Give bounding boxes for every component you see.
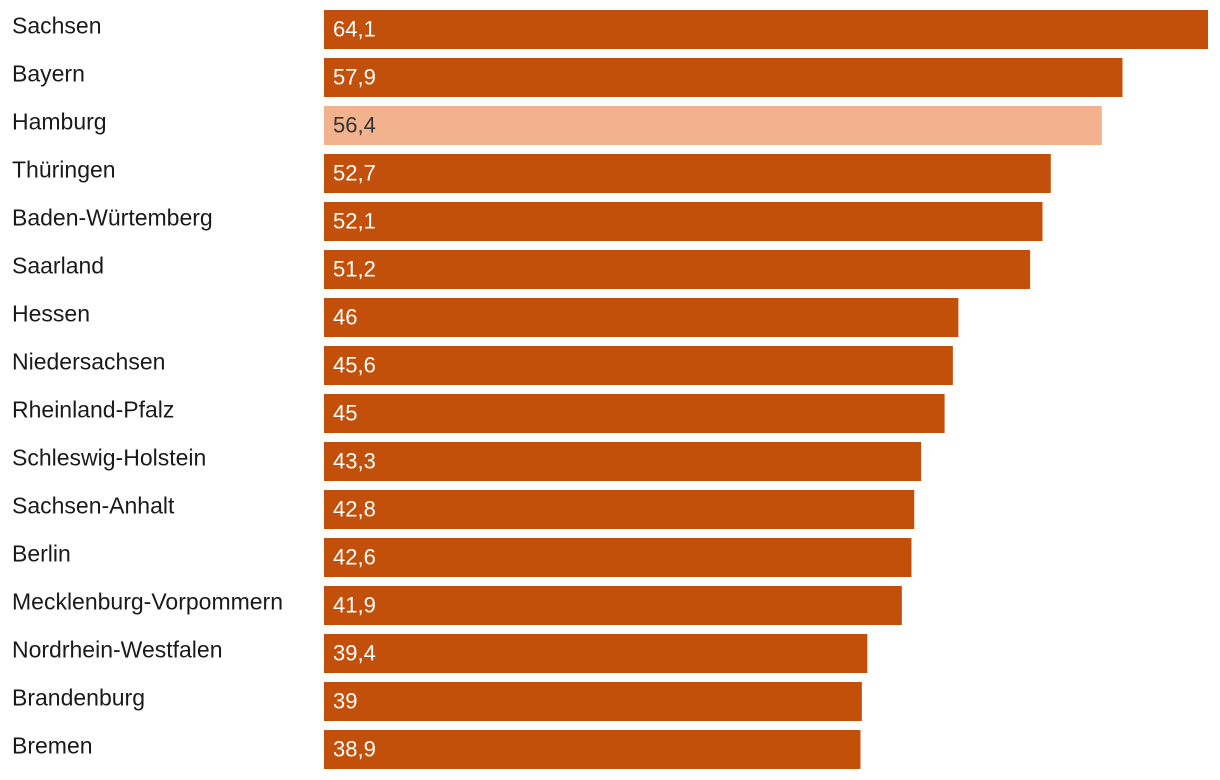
value-label: 46 xyxy=(333,304,357,329)
category-label: Rheinland-Pfalz xyxy=(12,397,174,423)
bar xyxy=(324,394,945,433)
value-label: 51,2 xyxy=(333,256,376,281)
value-label: 52,1 xyxy=(333,208,376,233)
bar xyxy=(324,298,959,337)
bar xyxy=(324,346,953,385)
category-label: Bayern xyxy=(12,61,85,87)
bar xyxy=(324,730,861,769)
value-label: 38,9 xyxy=(333,736,376,761)
bar xyxy=(324,10,1208,49)
value-label: 43,3 xyxy=(333,448,376,473)
category-label: Mecklenburg-Vorpommern xyxy=(12,589,283,615)
category-label: Nordrhein-Westfalen xyxy=(12,637,223,663)
bar xyxy=(324,634,868,673)
category-label: Sachsen xyxy=(12,13,102,39)
bar xyxy=(324,682,862,721)
value-label: 39 xyxy=(333,688,357,713)
category-label: Baden-Würtemberg xyxy=(12,205,213,231)
bar xyxy=(324,202,1043,241)
bar xyxy=(324,586,902,625)
bar xyxy=(324,250,1031,289)
value-label: 45,6 xyxy=(333,352,376,377)
bar xyxy=(324,538,912,577)
value-label: 64,1 xyxy=(333,16,376,41)
category-label: Hamburg xyxy=(12,109,107,135)
bar xyxy=(324,58,1123,97)
value-label: 45 xyxy=(333,400,357,425)
bar xyxy=(324,490,915,529)
category-label: Niedersachsen xyxy=(12,349,165,375)
value-label: 52,7 xyxy=(333,160,376,185)
category-label: Brandenburg xyxy=(12,685,145,711)
value-label: 42,8 xyxy=(333,496,376,521)
category-label: Bremen xyxy=(12,733,93,759)
category-label: Schleswig-Holstein xyxy=(12,445,206,471)
value-label: 39,4 xyxy=(333,640,376,665)
bar xyxy=(324,442,922,481)
category-label: Sachsen-Anhalt xyxy=(12,493,175,519)
bar-highlighted xyxy=(324,106,1102,145)
category-label: Thüringen xyxy=(12,157,116,183)
value-label: 57,9 xyxy=(333,64,376,89)
category-label: Berlin xyxy=(12,541,71,567)
bar xyxy=(324,154,1051,193)
value-label: 42,6 xyxy=(333,544,376,569)
bars-group: Sachsen 64,1 Bayern 57,9 Hamburg 56,4 Thüringe… xyxy=(12,10,1208,769)
value-label: 56,4 xyxy=(333,112,376,137)
category-label: Hessen xyxy=(12,301,90,327)
category-label: Saarland xyxy=(12,253,104,279)
value-label: 41,9 xyxy=(333,592,376,617)
